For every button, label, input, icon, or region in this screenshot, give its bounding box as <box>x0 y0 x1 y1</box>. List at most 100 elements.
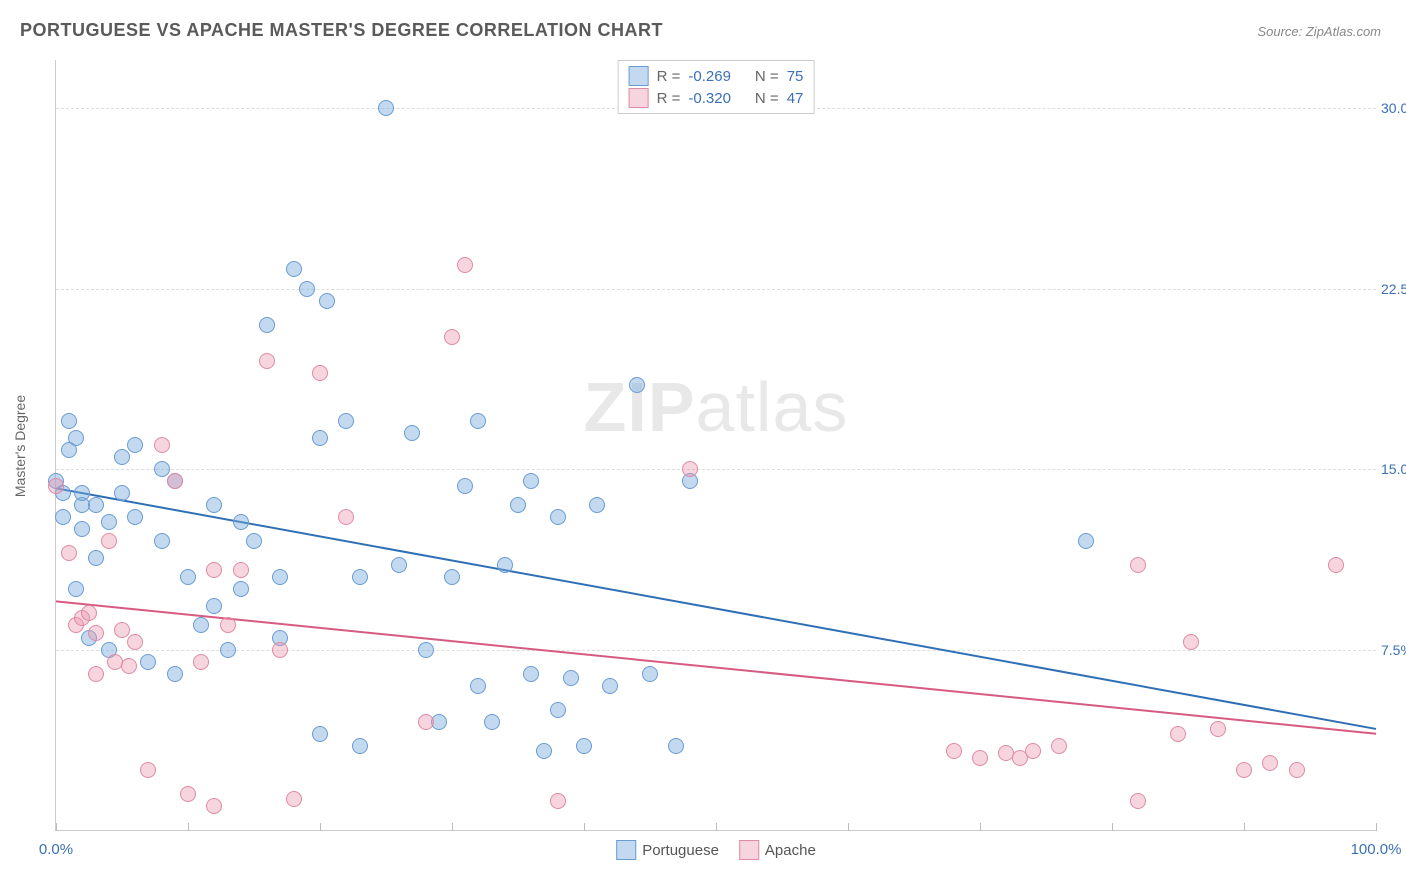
data-point <box>233 562 249 578</box>
data-point <box>1130 557 1146 573</box>
x-tick-label: 100.0% <box>1351 841 1402 858</box>
data-point <box>68 581 84 597</box>
x-tick-label: 0.0% <box>39 841 73 858</box>
bottom-legend: Portuguese Apache <box>616 840 816 860</box>
data-point <box>444 569 460 585</box>
y-axis-label: Master's Degree <box>12 395 28 497</box>
stats-row: R = -0.269 N = 75 <box>629 65 804 87</box>
x-tick <box>56 823 57 831</box>
data-point <box>550 702 566 718</box>
data-point <box>193 617 209 633</box>
data-point <box>206 598 222 614</box>
data-point <box>286 261 302 277</box>
stat-n-value: 75 <box>787 68 804 85</box>
data-point <box>319 293 335 309</box>
stat-n-label: N = <box>755 90 779 107</box>
data-point <box>140 654 156 670</box>
x-tick <box>1112 823 1113 831</box>
data-point <box>127 437 143 453</box>
stat-n-value: 47 <box>787 90 804 107</box>
data-point <box>121 658 137 674</box>
data-point <box>220 617 236 633</box>
data-point <box>550 509 566 525</box>
data-point <box>48 478 64 494</box>
data-point <box>180 569 196 585</box>
data-point <box>272 569 288 585</box>
legend-item: Portuguese <box>616 840 719 860</box>
legend-label: Apache <box>765 842 816 859</box>
data-point <box>1025 743 1041 759</box>
data-point <box>114 622 130 638</box>
watermark: ZIPatlas <box>584 367 849 447</box>
data-point <box>352 569 368 585</box>
y-tick-label: 7.5% <box>1381 642 1406 658</box>
data-point <box>88 550 104 566</box>
source-label: Source: ZipAtlas.com <box>1257 24 1381 39</box>
data-point <box>642 666 658 682</box>
data-point <box>352 738 368 754</box>
data-point <box>127 509 143 525</box>
data-point <box>114 449 130 465</box>
data-point <box>484 714 500 730</box>
data-point <box>470 413 486 429</box>
legend-swatch <box>739 840 759 860</box>
data-point <box>74 521 90 537</box>
data-point <box>602 678 618 694</box>
x-tick <box>716 823 717 831</box>
data-point <box>246 533 262 549</box>
data-point <box>140 762 156 778</box>
chart-title: PORTUGUESE VS APACHE MASTER'S DEGREE COR… <box>20 20 663 41</box>
data-point <box>101 514 117 530</box>
gridline <box>56 650 1376 651</box>
data-point <box>206 497 222 513</box>
data-point <box>1170 726 1186 742</box>
stat-r-value: -0.269 <box>688 68 731 85</box>
y-tick-label: 30.0% <box>1381 100 1406 116</box>
plot-area: ZIPatlas R =-0.269N =75R =-0.320N =47 Po… <box>55 60 1376 831</box>
data-point <box>88 625 104 641</box>
data-point <box>418 642 434 658</box>
x-tick <box>848 823 849 831</box>
stat-r-label: R = <box>657 68 681 85</box>
data-point <box>338 413 354 429</box>
data-point <box>946 743 962 759</box>
data-point <box>233 514 249 530</box>
data-point <box>167 666 183 682</box>
data-point <box>101 533 117 549</box>
data-point <box>497 557 513 573</box>
legend-swatch <box>629 88 649 108</box>
data-point <box>470 678 486 694</box>
data-point <box>259 317 275 333</box>
data-point <box>536 743 552 759</box>
data-point <box>206 798 222 814</box>
data-point <box>299 281 315 297</box>
stat-r-label: R = <box>657 90 681 107</box>
trend-lines <box>56 60 1376 830</box>
data-point <box>233 581 249 597</box>
data-point <box>193 654 209 670</box>
data-point <box>1210 721 1226 737</box>
legend-item: Apache <box>739 840 816 860</box>
x-tick <box>188 823 189 831</box>
data-point <box>114 485 130 501</box>
data-point <box>180 786 196 802</box>
stat-n-label: N = <box>755 68 779 85</box>
data-point <box>391 557 407 573</box>
data-point <box>81 605 97 621</box>
data-point <box>668 738 684 754</box>
data-point <box>286 791 302 807</box>
data-point <box>338 509 354 525</box>
x-tick <box>1376 823 1377 831</box>
data-point <box>259 353 275 369</box>
data-point <box>682 461 698 477</box>
data-point <box>523 473 539 489</box>
data-point <box>563 670 579 686</box>
data-point <box>523 666 539 682</box>
data-point <box>972 750 988 766</box>
data-point <box>550 793 566 809</box>
stats-legend: R =-0.269N =75R =-0.320N =47 <box>618 60 815 114</box>
x-tick <box>1244 823 1245 831</box>
data-point <box>74 485 90 501</box>
trend-line <box>56 488 1376 729</box>
data-point <box>444 329 460 345</box>
